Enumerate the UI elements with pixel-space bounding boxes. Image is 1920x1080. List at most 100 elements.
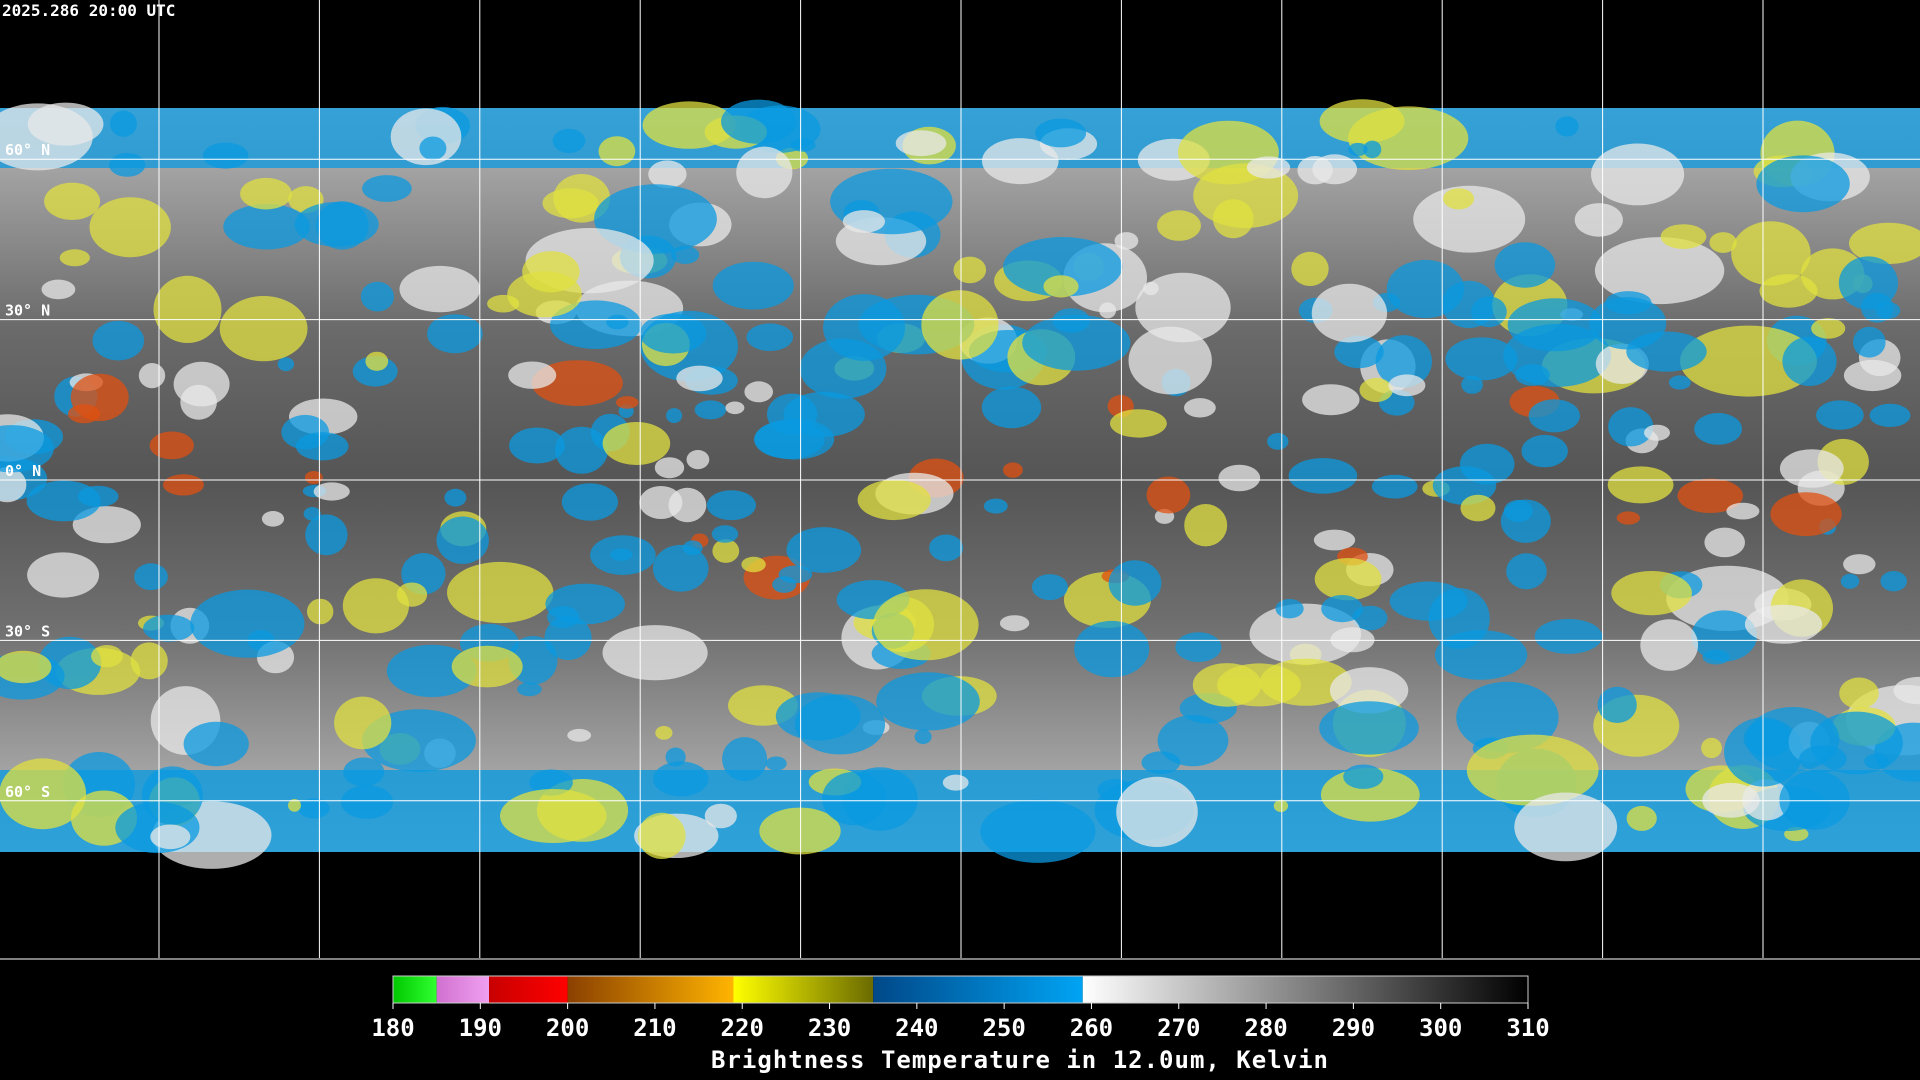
cloud xyxy=(365,351,389,371)
cloud xyxy=(1893,676,1920,705)
cloud xyxy=(1022,314,1131,371)
cloud xyxy=(1521,434,1568,468)
cloud xyxy=(1460,494,1496,522)
cloud xyxy=(1660,224,1707,250)
cloud xyxy=(1759,274,1818,308)
cloud xyxy=(451,645,523,688)
cloud xyxy=(982,138,1059,185)
cloud xyxy=(1348,142,1368,157)
cloud xyxy=(70,373,129,422)
cloud xyxy=(1031,574,1068,601)
cloud xyxy=(1175,632,1222,662)
cloud xyxy=(676,365,723,392)
cloud xyxy=(1744,604,1823,644)
cloud xyxy=(783,391,865,437)
cloud xyxy=(765,756,787,771)
cloud xyxy=(799,338,887,399)
cloud xyxy=(1157,715,1229,767)
cloud xyxy=(110,110,137,137)
cloud xyxy=(419,136,447,161)
cloud xyxy=(873,589,979,661)
cloud xyxy=(1507,298,1603,352)
cloud xyxy=(1770,492,1842,536)
cloud xyxy=(942,774,969,791)
cloud xyxy=(1694,413,1742,445)
cloud xyxy=(240,177,292,210)
cloud xyxy=(1746,707,1840,772)
cloud xyxy=(1644,424,1670,441)
cloud xyxy=(615,396,639,409)
cloud xyxy=(706,490,757,521)
cloud xyxy=(1330,627,1375,653)
cloud xyxy=(953,256,987,284)
cloud xyxy=(1143,281,1159,296)
cloud xyxy=(786,527,862,573)
cloud xyxy=(1184,504,1228,547)
cloud xyxy=(1704,527,1745,558)
cloud xyxy=(711,525,739,543)
colorbar-segment xyxy=(489,976,568,1003)
cloud xyxy=(759,807,841,855)
cloud xyxy=(822,771,887,826)
cloud xyxy=(59,249,90,267)
cloud xyxy=(1626,805,1657,831)
cloud xyxy=(1343,764,1384,789)
cloud xyxy=(1110,409,1167,438)
colorbar-tick-label: 310 xyxy=(1506,1014,1549,1042)
cloud xyxy=(1605,291,1652,315)
colorbar-segment xyxy=(436,976,490,1003)
cloud xyxy=(444,488,467,507)
cloud xyxy=(1839,677,1879,709)
cloud xyxy=(1494,242,1556,288)
cloud xyxy=(138,363,166,389)
colorbar-tick-label: 180 xyxy=(371,1014,414,1042)
cloud xyxy=(550,300,642,350)
cloud xyxy=(1363,140,1382,159)
cloud xyxy=(44,182,101,220)
cloud xyxy=(648,160,687,189)
cloud xyxy=(929,534,964,562)
cloud xyxy=(1157,210,1201,241)
cloud xyxy=(1445,337,1518,381)
cloud xyxy=(1528,399,1581,433)
cloud xyxy=(1043,275,1079,298)
colorbar-segment xyxy=(393,976,437,1003)
latitude-label: 30° N xyxy=(5,302,50,320)
imagery xyxy=(0,99,1920,869)
cloud xyxy=(775,692,861,741)
cloud xyxy=(1052,308,1090,333)
colorbar-segment xyxy=(567,976,734,1003)
cloud xyxy=(1816,400,1864,430)
cloud xyxy=(654,457,685,479)
cloud xyxy=(143,614,195,642)
cloud xyxy=(1128,326,1212,395)
cloud xyxy=(1555,116,1579,137)
cloud xyxy=(261,511,285,527)
cloud xyxy=(1756,155,1850,213)
cloud xyxy=(1861,292,1894,323)
cloud xyxy=(590,535,656,575)
cloud xyxy=(1288,458,1358,494)
cloud xyxy=(1099,302,1117,319)
cloud xyxy=(1506,553,1547,590)
cloud xyxy=(1574,203,1623,237)
colorbar-tick-label: 200 xyxy=(546,1014,589,1042)
colorbar-segment xyxy=(733,976,874,1003)
cloud xyxy=(305,514,348,556)
cloud xyxy=(842,210,886,233)
cloud xyxy=(1709,232,1737,253)
cloud xyxy=(1146,476,1191,514)
cloud xyxy=(712,261,794,310)
cloud xyxy=(0,425,54,473)
cloud xyxy=(149,431,194,460)
cloud xyxy=(1608,407,1654,447)
cloud xyxy=(1680,325,1817,397)
cloud xyxy=(362,175,412,202)
cloud xyxy=(545,583,625,625)
cloud xyxy=(508,361,557,389)
cloud xyxy=(980,799,1096,863)
cloud xyxy=(153,275,222,343)
cloud xyxy=(219,296,308,362)
cloud xyxy=(1319,99,1405,144)
